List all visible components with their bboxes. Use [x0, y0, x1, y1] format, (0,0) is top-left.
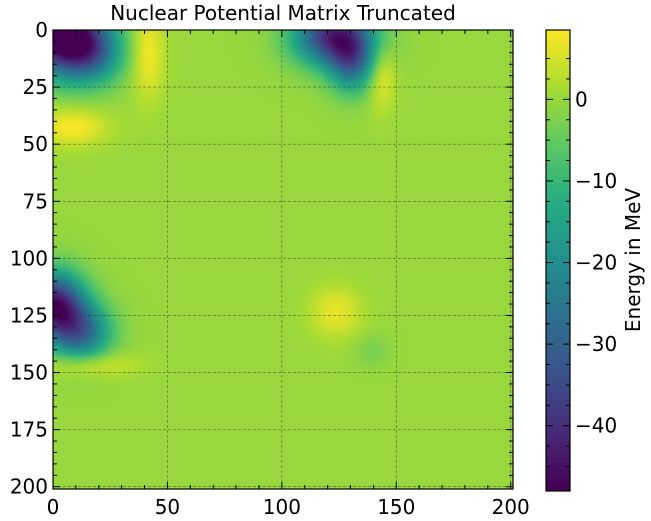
colorbar-tick-label: 0 — [575, 87, 588, 111]
y-tick-label: 50 — [23, 132, 48, 156]
x-tick-label: 0 — [47, 495, 60, 519]
plot-frame — [52, 29, 514, 490]
colorbar: 0 −10 −20 −30 −40 Energy in MeV — [545, 29, 645, 492]
y-tick-label: 200 — [10, 475, 48, 499]
y-tick-label: 100 — [10, 246, 48, 270]
heatmap-image — [53, 30, 513, 489]
x-tick-label: 100 — [263, 495, 301, 519]
colorbar-tick-label: −30 — [575, 332, 617, 356]
x-axis: 0 50 100 150 200 — [47, 30, 530, 519]
x-tick-label: 150 — [377, 495, 415, 519]
x-tick-label: 200 — [492, 495, 530, 519]
x-tick-label: 50 — [155, 495, 180, 519]
colorbar-tick-label: −40 — [575, 414, 617, 438]
chart-title: Nuclear Potential Matrix Truncated — [110, 1, 456, 25]
y-tick-label: 0 — [35, 18, 48, 42]
y-tick-label: 150 — [10, 361, 48, 385]
y-tick-label: 75 — [23, 189, 48, 213]
colorbar-ticks: 0 −10 −20 −30 −40 — [546, 58, 617, 468]
heatmap-plot-area: 0 50 100 150 200 0 25 50 75 100 125 150 175 200 — [10, 18, 530, 519]
y-tick-label: 25 — [23, 75, 48, 99]
y-tick-label: 175 — [10, 418, 48, 442]
colorbar-label: Energy in MeV — [621, 188, 645, 333]
colorbar-tick-label: −10 — [575, 169, 617, 193]
colorbar-frame — [545, 29, 571, 492]
y-tick-label: 125 — [10, 303, 48, 327]
colorbar-gradient — [546, 30, 570, 491]
y-axis: 0 25 50 75 100 125 150 175 200 — [10, 18, 513, 499]
grid-lines — [53, 30, 513, 489]
colorbar-tick-label: −20 — [575, 251, 617, 275]
